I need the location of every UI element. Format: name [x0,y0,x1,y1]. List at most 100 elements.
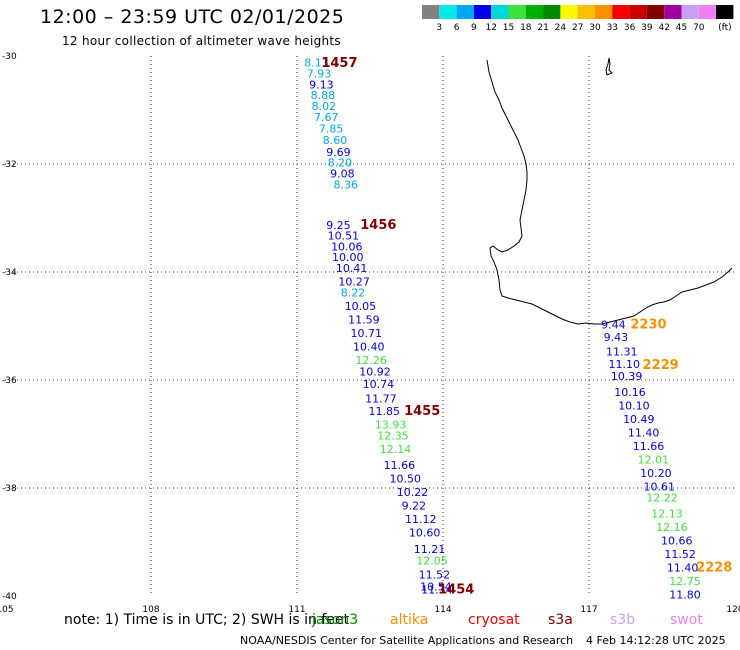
wave-height-value: 10.54 [420,581,452,594]
wave-height-value: 11.77 [365,393,397,406]
wave-height-value: 9.25 [326,219,351,232]
wave-height-value: 8.60 [323,134,348,147]
credit-line: NOAA/NESDIS Center for Satellite Applica… [240,634,574,647]
wave-height-value: 10.27 [338,276,370,289]
wave-height-value: 10.40 [353,340,385,353]
wave-height-value: 11.59 [348,313,380,326]
wave-height-value: 11.85 [369,405,401,418]
pass-time-label: 2229 [643,358,679,373]
wave-height-value: 12.26 [355,354,387,367]
island-outline [605,57,613,76]
lon-tick-label: 117 [580,605,597,615]
wave-height-value: 10.05 [345,300,377,313]
wave-height-value: 11.52 [419,569,451,582]
wave-height-value: 10.66 [661,535,693,548]
wave-height-value: 11.40 [667,562,699,575]
wave-height-value: 10.50 [389,473,421,486]
wave-height-value: 10.41 [336,262,368,275]
wave-height-value: 10.60 [409,527,441,540]
wave-height-value: 10.16 [614,386,646,399]
lat-tick-label: -32 [2,160,17,170]
wave-height-value: 13.93 [375,419,407,432]
wave-height-value: 12.22 [646,492,678,505]
wave-height-value: 10.61 [644,481,676,494]
wave-height-value: 11.31 [606,346,638,359]
wave-height-value: 12.01 [638,454,670,467]
wave-height-value: 11.66 [633,440,665,453]
map-subtitle: 12 hour collection of altimeter wave hei… [62,34,341,48]
lat-tick-label: -30 [2,52,17,62]
pass-time-label: 2230 [630,318,666,333]
map-title: 12:00 – 23:59 UTC 02/01/2025 [40,6,345,28]
pass-time-label: 1454 [438,582,474,597]
wave-height-value: 8.22 [341,286,366,299]
graticule: 105 108 111 114 117 120 -30 -32 -34 -36 -38 -40 [0,52,740,615]
pass-time-labels: 1457 1456 1455 1454 2230 2229 2228 [321,56,732,597]
coastline [486,57,733,325]
lon-tick-label: 114 [434,605,451,615]
wave-height-value: 11.80 [669,589,701,602]
wave-height-value: 12.14 [380,443,412,456]
wave-height-value: 12.05 [416,555,448,568]
wave-height-value: 11.21 [414,543,446,556]
wave-height-value: 11.10 [608,358,640,371]
wave-height-value: 10.20 [640,467,672,480]
wave-height-value: 11.34 [421,583,453,596]
wave-height-value: 11.12 [405,513,437,526]
wave-height-value: 11.66 [384,459,416,472]
lon-tick-label: 120 [726,605,740,615]
wave-height-value: 10.51 [328,230,360,243]
wave-height-value: 7.67 [314,111,339,124]
wave-height-value: 12.16 [656,521,688,534]
footer-note: note: 1) Time is in UTC; 2) SWH is in fe… [64,612,350,628]
lat-tick-label: -40 [2,592,17,602]
lat-tick-label: -38 [2,484,17,494]
lon-tick-label: 105 [0,605,14,615]
pass-time-label: 1456 [360,218,396,233]
wave-height-value: 9.44 [601,319,626,332]
pass-time-label: 2228 [696,561,732,576]
lon-tick-label: 111 [288,605,305,615]
wave-height-value: 11.52 [664,548,696,561]
wave-height-value: 9.13 [309,78,334,91]
satellite-jason3: jason3 [312,612,359,628]
wave-height-value: 9.22 [402,500,427,513]
wave-height-value: 11.40 [628,427,660,440]
satellite-s3b: s3b [610,612,636,628]
satellite-cryosat: cryosat [468,612,520,628]
wave-height-value: 9.43 [604,331,629,344]
wave-height-value: 9.69 [326,146,351,159]
wave-height-value: 10.22 [397,486,429,499]
wave-height-value: 10.10 [618,400,650,413]
wave-height-value: 8.02 [312,100,337,113]
wave-height-value: 8.20 [328,157,353,170]
wave-height-value: 10.74 [363,378,395,391]
satellite-s3a: s3a [548,612,573,628]
wave-height-value: 12.13 [651,508,683,521]
satellite-altika: altika [390,612,429,628]
wave-height-value: 10.92 [359,366,391,379]
wave-height-value: 10.49 [623,413,655,426]
pass-time-label: 1455 [404,404,440,419]
pass-time-label: 1457 [321,56,357,71]
wave-height-value: 8.36 [334,178,359,191]
australia-southwest-coastline [486,59,733,325]
generated-timestamp: 4 Feb 14:12:28 UTC 2025 [586,634,726,647]
wave-height-value: 9.08 [330,168,355,181]
wave-height-value: 10.00 [332,251,364,264]
wave-height-value: 10.71 [351,327,383,340]
wave-height-value: 8.13 [304,56,329,69]
wave-height-value: 12.35 [377,429,409,442]
lat-tick-label: -34 [2,268,17,278]
wave-height-value: 10.39 [611,370,643,383]
wave-height-value: 10.06 [331,240,363,253]
wave-height-value: 7.93 [307,68,332,81]
altimeter-tracks: 8.137.939.138.888.027.677.858.609.698.20… [304,56,701,601]
wave-height-value: 8.88 [311,89,336,102]
lat-tick-label: -36 [2,376,17,386]
satellite-swot: swot [670,612,703,628]
wave-height-value: 7.85 [319,123,344,136]
wave-height-value: 12.75 [669,575,701,588]
lon-tick-label: 108 [142,605,159,615]
